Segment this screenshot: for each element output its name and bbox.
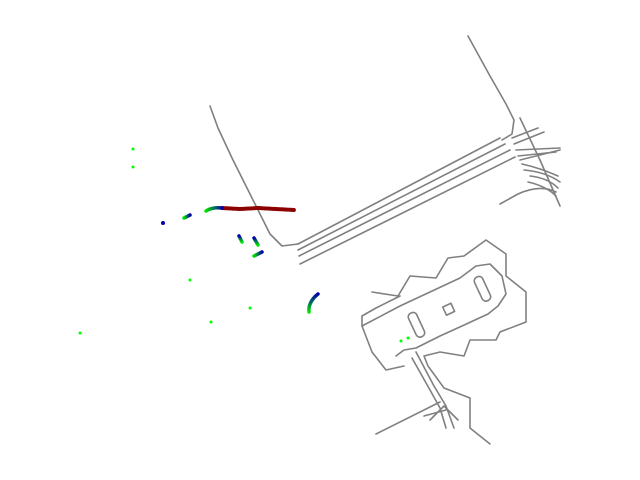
agent-point-9	[406, 336, 410, 340]
agent-track-6	[307, 292, 320, 314]
road-boundary-upper-right	[467, 35, 515, 141]
road-boundary-lower-right-outer	[371, 239, 527, 445]
agent-point-8	[399, 339, 403, 343]
intersection-curve-5	[527, 181, 557, 197]
road-lower-lane-4	[423, 409, 447, 417]
road-boundary-left-curve	[209, 105, 299, 247]
road-lower-lane-3	[375, 401, 441, 435]
agent-track-5	[252, 250, 264, 258]
intersection-line-5	[519, 149, 561, 161]
agent-point-6	[209, 320, 213, 324]
agent-track-1	[204, 206, 224, 213]
intersection-curve-4	[499, 187, 557, 205]
intersection-line-6	[519, 117, 561, 207]
island-slot-right	[473, 275, 492, 302]
road-lane-2	[297, 143, 506, 251]
island-slot-left	[407, 311, 426, 338]
intersection-curve-3	[529, 175, 559, 189]
agent-track-2	[182, 213, 192, 220]
agent-track-4	[252, 236, 260, 247]
agent-points	[78, 147, 410, 343]
road-lower-lane-2	[411, 357, 447, 429]
ego-trajectory	[220, 205, 296, 212]
central-island	[361, 263, 507, 357]
agent-point-7	[78, 331, 82, 335]
road-lane-4	[299, 156, 516, 265]
intersection-curve-2	[523, 169, 561, 183]
road-lower-lane-5	[429, 405, 459, 421]
intersection-line-1	[511, 127, 539, 139]
agent-tracks	[182, 206, 320, 314]
intersection-line-3	[515, 147, 561, 151]
road-lower-lane-1	[415, 351, 455, 429]
agent-point-4	[188, 278, 192, 282]
road-boundaries	[209, 35, 561, 445]
agent-point-2	[131, 147, 135, 151]
agent-point-3	[131, 165, 135, 169]
intersection-curve-1	[521, 163, 559, 177]
agent-track-3	[237, 234, 244, 244]
road-lane-3	[298, 149, 511, 257]
island-square	[441, 302, 456, 317]
agent-point-5	[248, 306, 252, 310]
agent-point-1	[161, 221, 165, 225]
road-lane-1	[297, 137, 501, 245]
